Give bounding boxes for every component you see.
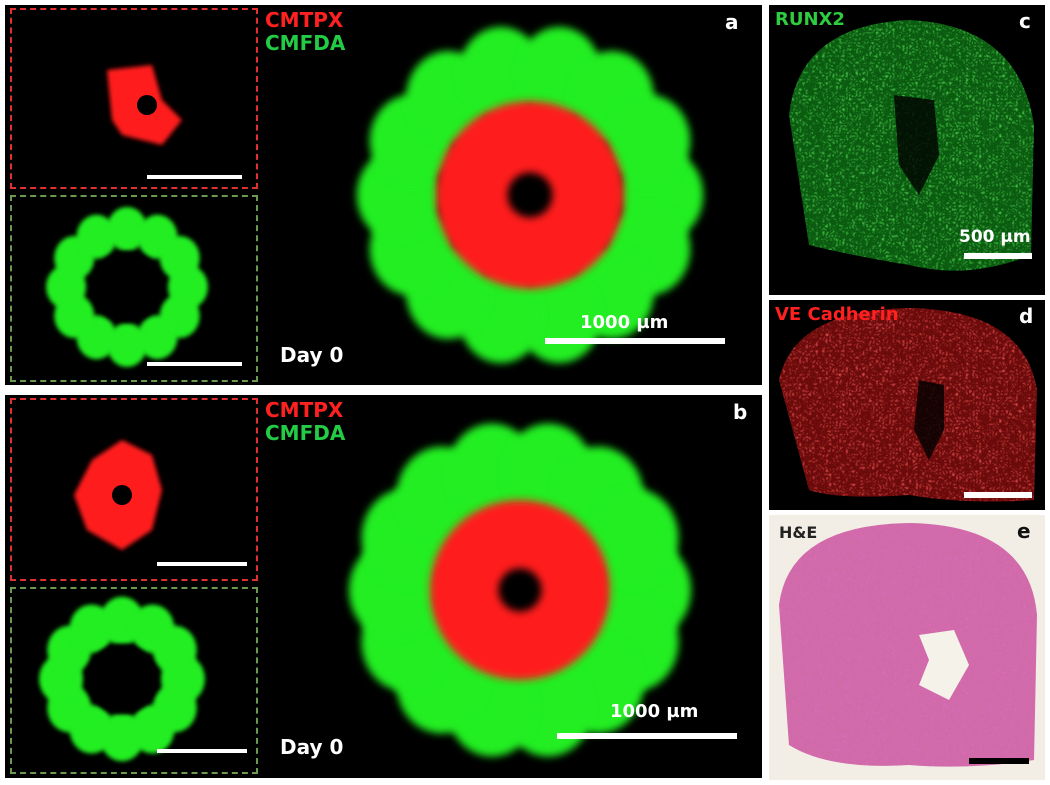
stain-label: H&E [779,523,818,542]
inset-red-channel [10,8,258,189]
spheroid-cell [606,94,691,187]
lumen [87,644,157,714]
scale-bar [969,758,1029,764]
red-ring-image [107,65,182,145]
scale-bar [545,338,725,344]
panel-letter: b [733,400,748,424]
spheroid-cell [137,315,178,360]
scale-bar [964,492,1032,498]
stain-label-green: CMFDA [265,31,346,55]
scale-label: 1000 µm [610,701,699,722]
green-ring-image [39,596,205,762]
scale-bar [157,749,247,753]
day-label: Day 0 [280,343,344,367]
spheroid-cell [159,236,200,280]
stain-label: RUNX2 [775,9,845,30]
panel-d: VE Cadherin d [769,300,1045,510]
merged-ring-image [349,423,691,757]
panel-letter: a [725,10,739,34]
panel-b: CMTPX CMFDA b Day 0 1000 µm [5,395,762,778]
scale-label: 500 µm [959,227,1031,247]
lumen [498,568,542,612]
panel-e: H&E e [769,515,1045,780]
stain-label-red: CMTPX [265,398,344,422]
stain-label-red: CMTPX [265,8,344,32]
spheroid-cell [107,323,147,367]
scale-bar [147,362,242,366]
spheroid-cell [107,207,147,251]
stain-label: VE Cadherin [775,304,899,325]
lumen [92,252,162,322]
lumen [507,172,553,218]
spheroid-cell [458,26,543,120]
merged-ring-image [356,26,704,364]
scale-bar [557,733,737,739]
inset-red-channel [10,398,258,581]
he-tissue-image [779,523,1037,767]
stain-label-green: CMFDA [265,421,346,445]
green-ring-image [46,207,208,367]
scale-bar [147,175,242,179]
scale-label: 1000 µm [580,312,669,333]
inset-green-channel [10,587,258,774]
day-label: Day 0 [280,735,344,759]
panel-a: CMTPX CMFDA a Day 0 1000 µm [5,5,762,385]
spheroid-cell [76,214,117,259]
panel-c: RUNX2 c 500 µm [769,5,1045,295]
scale-bar [964,253,1032,259]
panel-letter: e [1017,519,1031,543]
spheroid-cell [588,488,679,588]
panel-letter: d [1019,304,1034,328]
inset-green-channel [10,195,258,382]
scale-bar [157,562,247,566]
runx2-tissue-image [789,20,1034,271]
red-ring-image [74,440,162,550]
ve-cadherin-tissue-image [779,308,1037,502]
panel-letter: c [1019,9,1031,33]
spheroid-cell [152,625,197,675]
